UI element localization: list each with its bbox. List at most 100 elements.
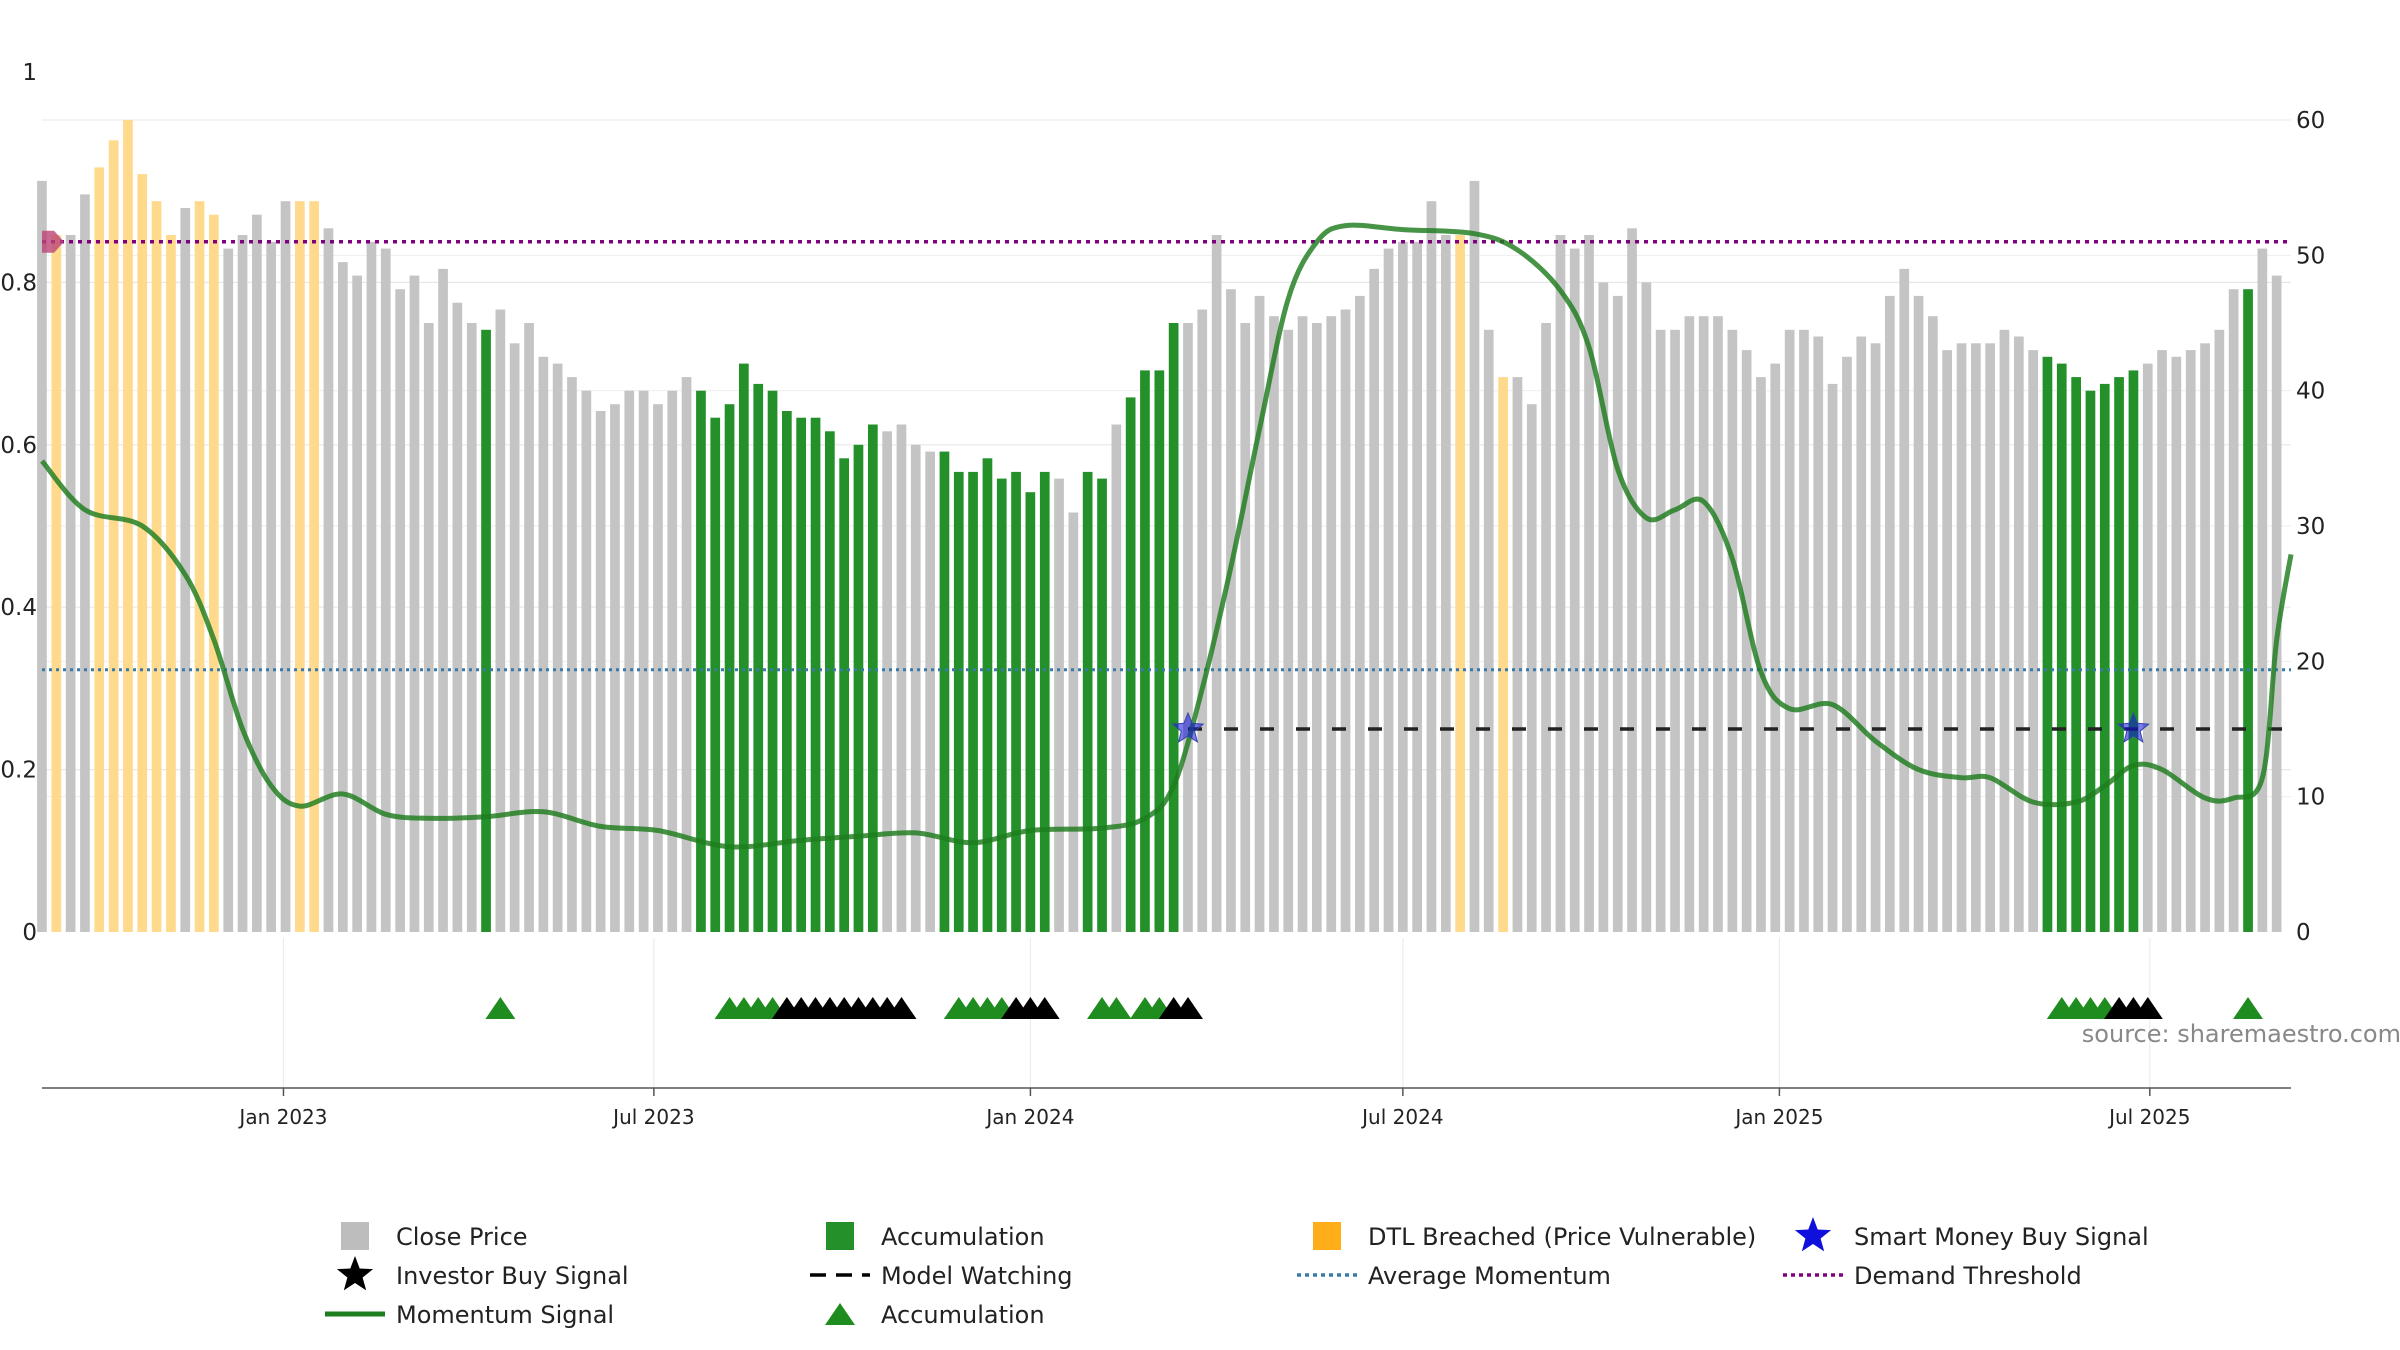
bar-gray — [252, 214, 262, 932]
bar-green — [1125, 397, 1136, 932]
bar-gray — [2271, 275, 2282, 933]
x-axis-tick-label: Jan 2025 — [1733, 1105, 1823, 1129]
bar-gray — [925, 451, 935, 932]
investor-buy-triangle — [1029, 997, 1060, 1019]
bar-green — [796, 417, 806, 932]
bar-gray — [1526, 404, 1537, 932]
bar-gray — [352, 275, 362, 933]
bar-gray — [65, 235, 76, 932]
bar-gray — [1283, 329, 1294, 932]
legend-label: Smart Money Buy Signal — [1854, 1223, 2149, 1251]
bar-green — [739, 363, 749, 933]
bar-green — [2099, 383, 2110, 932]
legend-swatch-square — [1313, 1222, 1341, 1250]
bar-gray — [37, 180, 47, 932]
legend-swatch-triangle — [825, 1303, 855, 1325]
bar-gray — [610, 404, 620, 932]
bar-gray — [1383, 248, 1394, 933]
bar-green — [696, 390, 706, 932]
accumulation-triangle — [2233, 997, 2263, 1019]
threshold-edge-marker — [42, 230, 64, 253]
bar-gray — [1598, 282, 1609, 932]
legend-item: Close Price — [341, 1222, 528, 1251]
bar-green — [1011, 471, 1021, 932]
bar-green — [2128, 370, 2139, 932]
legend-item: Accumulation — [826, 1222, 1045, 1251]
bar-gray — [1698, 316, 1709, 932]
legend-item: Momentum Signal — [325, 1301, 614, 1329]
grid-lines — [42, 119, 2291, 1088]
bar-gray — [180, 208, 191, 932]
bar-gray — [1068, 512, 1079, 932]
bar-green — [839, 458, 849, 932]
legend-label: Momentum Signal — [396, 1301, 614, 1329]
left-axis-tick: 0.2 — [0, 758, 37, 784]
bar-gray — [1942, 350, 1952, 933]
bar-gray — [1756, 377, 1766, 933]
bar-gray — [2171, 356, 2182, 932]
bar-gray — [1240, 323, 1251, 932]
bar-green — [2243, 289, 2253, 932]
x-axis-tick-label: Jul 2023 — [611, 1105, 694, 1129]
bar-gray — [423, 323, 434, 932]
bar-green — [1082, 471, 1093, 932]
bar-gray — [338, 262, 348, 933]
bar-gray — [524, 323, 534, 932]
legend: Close Price Accumulation DTL Breached (Pri… — [325, 1217, 2149, 1329]
bar-gray — [2028, 350, 2038, 933]
bar-gray — [1727, 329, 1738, 932]
left-axis-tick: 0 — [22, 920, 37, 946]
signal-lines — [40, 222, 2294, 850]
bar-gray — [2185, 350, 2196, 933]
signal-markers — [485, 997, 2263, 1019]
bar-gray — [1412, 241, 1422, 933]
bar-orange — [1455, 235, 1465, 932]
bar-gray — [567, 377, 577, 933]
bar-gray — [1340, 309, 1351, 932]
bar-orange — [123, 120, 133, 932]
bar-gray — [1254, 295, 1265, 932]
source-credit: source: sharemaestro.com — [2082, 1020, 2400, 1048]
legend-label: Model Watching — [881, 1262, 1073, 1290]
bar-green — [2114, 377, 2124, 933]
bar-gray — [1569, 248, 1580, 933]
investor-buy-triangle — [886, 997, 917, 1019]
legend-label: DTL Breached (Price Vulnerable) — [1368, 1223, 1756, 1251]
x-axis-tick-label: Jan 2024 — [984, 1105, 1074, 1129]
bar-orange — [1498, 377, 1508, 933]
bar-green — [2056, 363, 2067, 933]
bar-gray — [1856, 336, 1867, 932]
bar-orange — [309, 201, 319, 932]
bar-gray — [1870, 343, 1881, 932]
bar-gray — [2257, 248, 2268, 933]
bar-gray — [667, 390, 678, 932]
bar-gray — [380, 248, 391, 933]
bar-orange — [194, 201, 205, 932]
bar-gray — [495, 309, 506, 932]
x-axis-tick-label: Jul 2025 — [2107, 1105, 2190, 1129]
right-axis-tick: 50 — [2296, 243, 2325, 269]
bar-green — [782, 411, 792, 932]
bar-gray — [1627, 228, 1637, 933]
bar-green — [1039, 471, 1050, 932]
bar-green — [2071, 377, 2081, 933]
legend-item: Accumulation — [825, 1301, 1045, 1329]
bar-green — [767, 390, 778, 932]
bar-gray — [1999, 329, 2010, 932]
bar-gray — [681, 377, 692, 933]
accumulation-triangle — [485, 997, 516, 1019]
bar-gray — [1111, 424, 1122, 932]
bar-green — [939, 451, 950, 932]
bar-gray — [638, 390, 649, 932]
bar-gray — [2200, 343, 2210, 932]
bar-gray — [395, 289, 405, 932]
bar-gray — [1770, 363, 1781, 933]
bar-gray — [1369, 268, 1379, 932]
legend-swatch-square — [341, 1222, 369, 1250]
bar-gray — [1641, 282, 1652, 932]
bar-orange — [151, 201, 162, 932]
bar-gray — [595, 411, 606, 932]
bar-gray — [1483, 329, 1494, 932]
bar-gray — [1899, 268, 1910, 932]
bar-gray — [624, 390, 635, 932]
